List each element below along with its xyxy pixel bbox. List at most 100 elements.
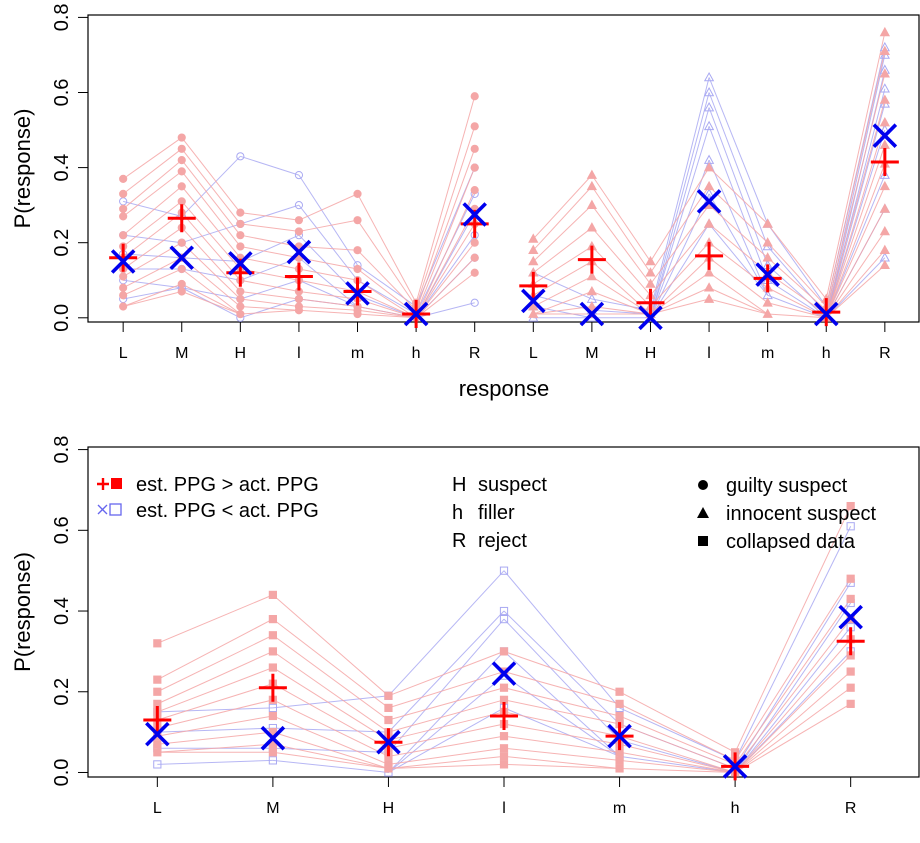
individual-line [825,103,886,318]
individual-point-est-gt [879,45,890,55]
individual-point-est-gt [528,308,539,318]
individual-point-est-gt [236,302,245,311]
individual-line [240,309,299,315]
individual-point-est-gt [177,197,186,206]
legend-code-key: R [452,530,466,552]
individual-point-est-lt [879,83,890,93]
individual-line [533,272,593,300]
individual-point-est-gt [294,227,304,236]
individual-point-est-gt [236,242,245,251]
individual-line [122,268,182,296]
mean-marker-est-lt [872,123,898,148]
individual-line [122,227,183,270]
individual-point-est-gt [846,574,855,583]
individual-line [503,675,620,757]
individual-line [240,291,299,300]
individual-point-est-gt [119,302,128,311]
individual-point-est-gt [846,683,855,692]
individual-point-est-gt [586,199,598,209]
individual-line [272,594,389,697]
individual-line [532,227,593,274]
individual-line [357,279,417,319]
individual-line [157,634,274,693]
individual-point-est-gt [470,163,479,172]
individual-line [240,306,299,311]
individual-point-est-gt [268,615,277,624]
individual-line [734,578,852,761]
individual-point-est-lt [499,615,509,624]
individual-point-est-gt [119,189,128,198]
individual-line [533,276,593,307]
mean-marker-est-lt [110,249,136,274]
individual-line [272,634,389,721]
individual-point-est-gt [177,264,186,274]
x-tick-label: M [585,345,598,362]
individual-line [388,699,505,733]
individual-point-est-gt [499,647,509,656]
individual-line [240,279,300,293]
mean-marker-est-gt [258,673,287,702]
individual-line [619,743,736,773]
individual-line [240,155,300,176]
individual-line [272,695,389,709]
x-tick-label: R [469,345,481,362]
individual-point-est-gt [762,308,773,318]
legend-filled-square-icon [111,478,122,489]
mean-marker-est-lt [722,754,748,779]
individual-line [619,759,736,773]
individual-line [181,291,241,315]
individual-point-est-gt [846,501,855,511]
individual-line [240,298,299,308]
individual-line [650,298,710,315]
mean-marker-est-lt [491,661,517,686]
individual-line [503,650,620,693]
x-tick-label: H [383,800,395,817]
individual-line [650,126,710,318]
individual-point-est-lt [268,756,277,765]
individual-line [240,234,300,262]
individual-point-est-gt [177,287,186,296]
individual-line [181,268,241,281]
mean-marker-est-gt [167,204,196,233]
individual-line [619,735,736,773]
individual-line [591,306,651,315]
individual-point-est-gt [615,699,624,708]
individual-line [650,223,710,296]
individual-line [415,126,476,307]
individual-line [532,204,593,262]
individual-line [272,731,389,769]
legend-series-label: est. PPG < act. PPG [136,500,319,522]
x-tick-label: l [502,800,506,817]
x-tick-label: h [731,800,740,817]
individual-line [157,650,274,705]
individual-point-est-gt [762,297,773,307]
individual-line [591,246,651,307]
individual-point-est-gt [645,278,656,288]
individual-line [388,675,505,773]
individual-point-est-lt [470,298,479,307]
individual-line [650,204,710,285]
x-tick-label: R [879,345,891,362]
mean-marker-est-gt [870,147,899,176]
individual-point-est-gt [153,639,162,648]
individual-point-est-gt [586,270,598,281]
mean-marker-est-gt [109,243,138,272]
individual-line [157,731,273,745]
individual-line [388,747,505,765]
x-axis-title: response [459,831,550,838]
individual-line [708,204,768,259]
mean-marker-est-lt [286,239,312,265]
x-tick-label: L [119,345,128,362]
individual-point-est-gt [499,760,509,769]
individual-line [708,298,768,315]
mean-marker-est-gt [695,241,724,270]
individual-line [619,707,736,761]
y-tick-label: 0.8 [51,436,73,464]
individual-line [825,257,886,319]
individual-line [734,626,852,773]
individual-line [157,743,273,753]
individual-line [503,671,620,705]
individual-line [388,651,505,773]
mean-marker-est-lt [403,301,429,327]
individual-line [240,212,299,221]
